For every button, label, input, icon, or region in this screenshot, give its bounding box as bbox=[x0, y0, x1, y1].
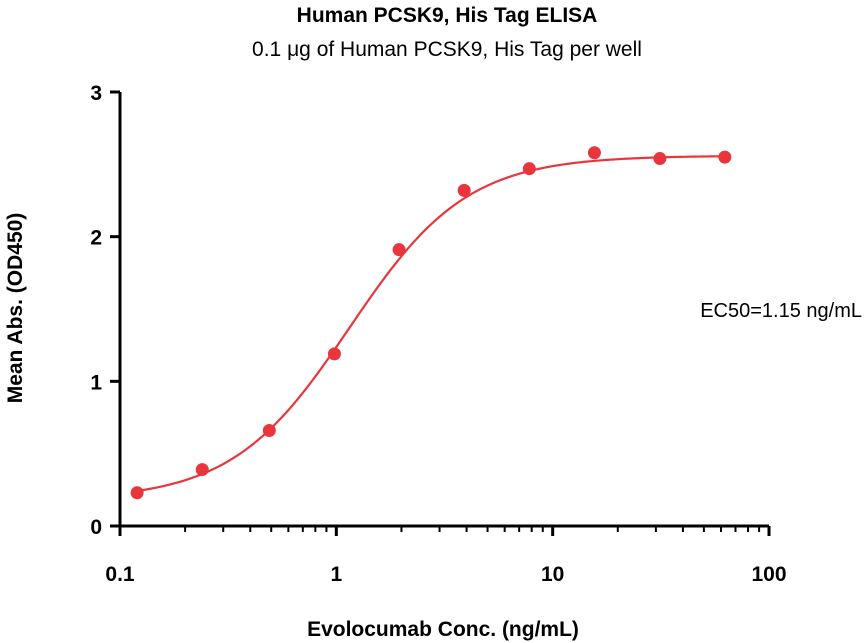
y-axis-label: Mean Abs. (OD450) bbox=[4, 213, 27, 404]
ec50-annotation: EC50=1.15 ng/mL bbox=[700, 300, 862, 322]
plot-area: 0.1 1 10 100 0 1 2 3 bbox=[90, 82, 786, 586]
y-axis-ticks: 0 1 2 3 bbox=[90, 82, 120, 539]
data-point bbox=[262, 424, 276, 438]
chart-title: Human PCSK9, His Tag ELISA bbox=[297, 4, 598, 27]
data-point bbox=[327, 347, 341, 361]
data-points-layer bbox=[130, 146, 732, 500]
fit-curve bbox=[136, 155, 725, 493]
x-tick-label: 100 bbox=[751, 563, 786, 586]
y-tick-label: 0 bbox=[90, 516, 102, 539]
data-point bbox=[718, 150, 732, 164]
data-point bbox=[130, 486, 144, 500]
y-tick-label: 3 bbox=[90, 82, 102, 105]
data-point bbox=[195, 463, 209, 477]
data-point bbox=[653, 152, 667, 166]
y-tick-label: 1 bbox=[90, 371, 102, 394]
data-point bbox=[457, 183, 471, 197]
x-tick-label: 1 bbox=[330, 563, 342, 586]
chart-subtitle: 0.1 μg of Human PCSK9, His Tag per well bbox=[252, 38, 642, 61]
data-point bbox=[392, 243, 406, 257]
fit-curve-layer bbox=[136, 155, 725, 493]
data-point bbox=[522, 162, 536, 176]
x-axis-label: Evolocumab Conc. (ng/mL) bbox=[307, 618, 579, 641]
x-tick-label: 10 bbox=[541, 563, 564, 586]
x-tick-label: 0.1 bbox=[105, 563, 135, 586]
y-tick-label: 2 bbox=[90, 227, 102, 250]
x-axis-ticks: 0.1 1 10 100 bbox=[105, 526, 787, 586]
data-point bbox=[587, 146, 601, 160]
